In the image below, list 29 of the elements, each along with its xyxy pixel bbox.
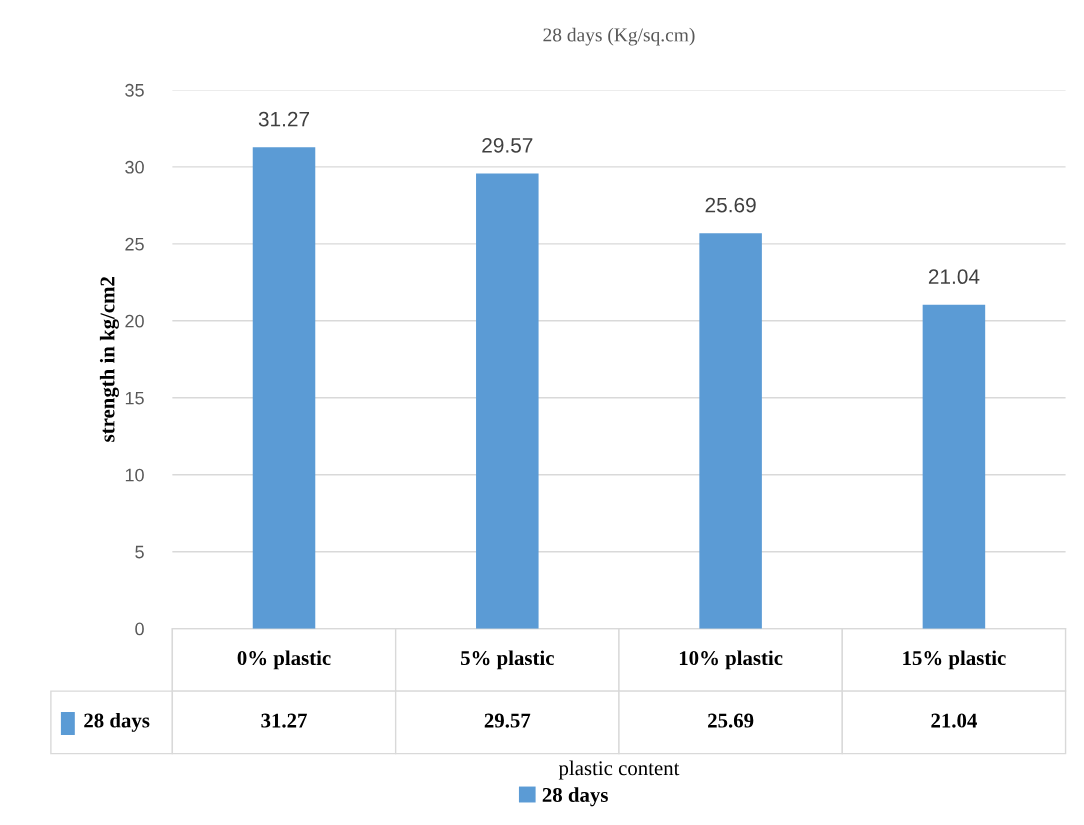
y-tick-label: 10 (125, 468, 144, 482)
chart-title: 28 days (Kg/sq.cm) (543, 27, 695, 46)
x-tick-label: 5% plastic (460, 650, 554, 670)
data-label: 31.27 (261, 713, 307, 728)
x-tick-label: 0% plastic (237, 650, 331, 670)
annotation: 21.04 (928, 269, 980, 285)
annotation: 25.69 (705, 197, 756, 213)
bar (252, 147, 316, 629)
x-tick-label: 15% plastic (903, 650, 1006, 670)
data-label: 25.69 (708, 713, 754, 728)
annotation: 31.27 (258, 111, 310, 127)
x-axis-title: plastic content (558, 760, 680, 780)
y-tick-label: 15 (125, 391, 144, 405)
bar (699, 233, 762, 629)
y-tick-label: 30 (125, 160, 144, 174)
y-tick-label: 0 (135, 622, 144, 636)
data-label: 21.04 (931, 713, 977, 728)
y-tick-label: 35 (125, 83, 144, 97)
y-tick-label: 25 (125, 237, 144, 251)
y-tick-label: 20 (125, 314, 144, 328)
bar (922, 304, 986, 629)
bar (476, 173, 539, 629)
legend-label: 28 days (84, 712, 150, 732)
text: 28 days (542, 787, 608, 807)
annotation: 29.57 (482, 137, 533, 153)
data-label: 29.57 (484, 713, 531, 728)
y-axis-title: strength in kg/cm2 (99, 277, 119, 442)
y-tick-label: 5 (135, 545, 144, 559)
x-tick-label: 10% plastic (679, 650, 783, 670)
